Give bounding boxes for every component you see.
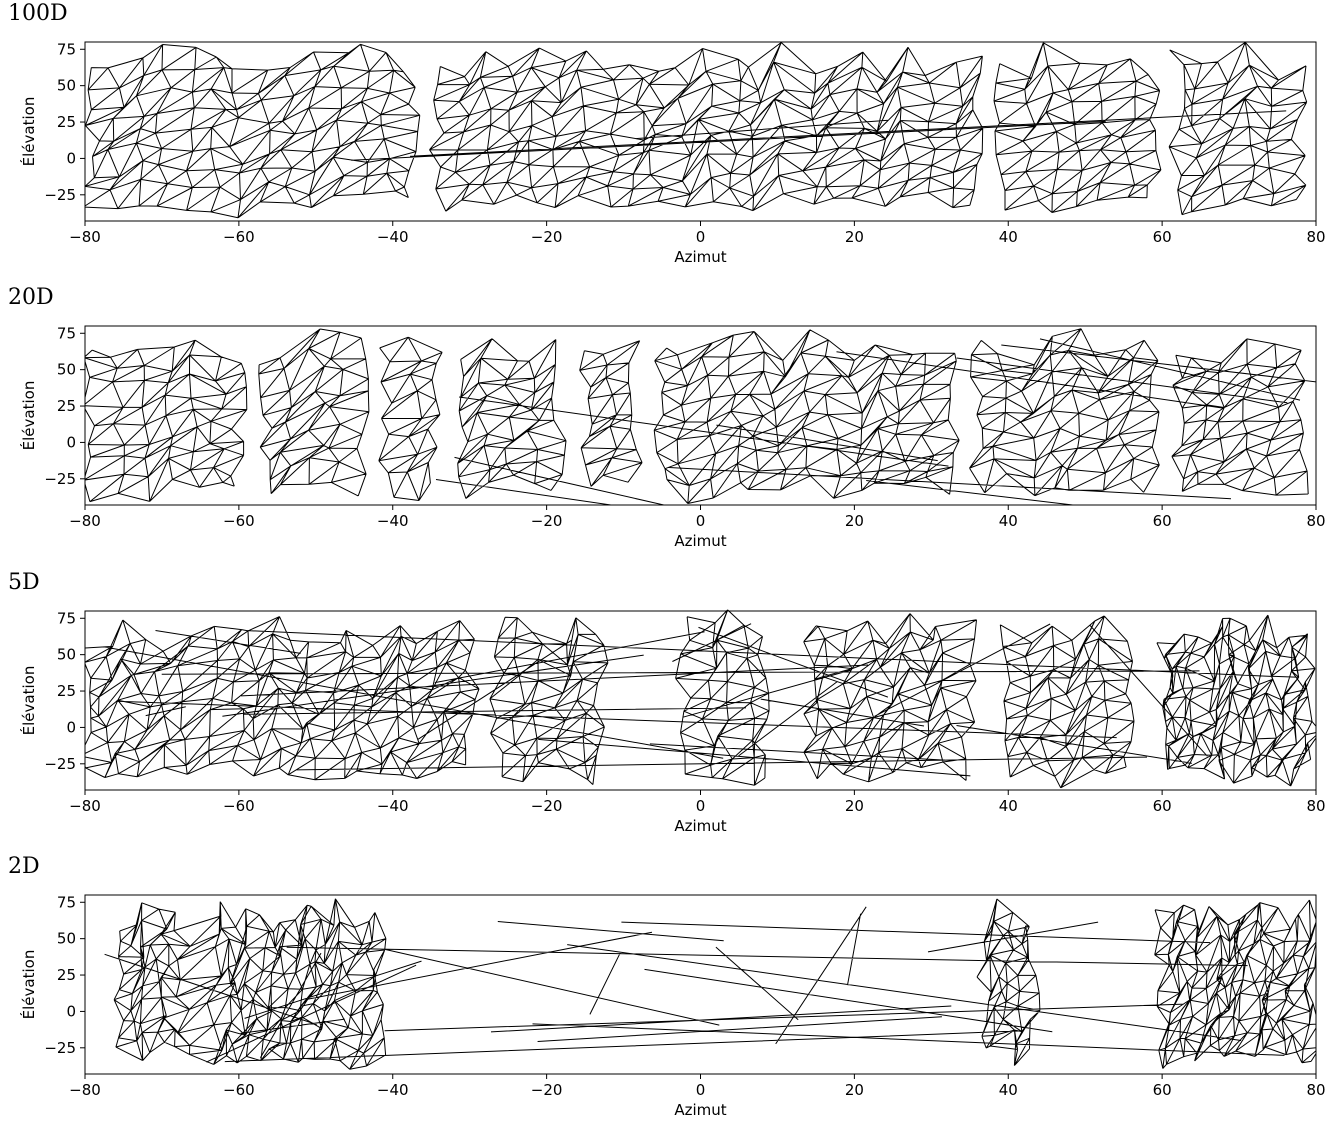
y-tick-label: 50 [57, 77, 76, 95]
x-tick-label: −40 [377, 1081, 409, 1099]
y-tick-label: 50 [57, 361, 76, 379]
y-axis-label: Élévation [19, 950, 38, 1020]
mesh-path [85, 609, 1316, 789]
panel-20d: 20D −80 −60 −40 −20 0 20 40 60 80 −25 0 25 50 75 Azimu… [0, 284, 1340, 566]
y-tick-label: 75 [57, 609, 76, 627]
x-tick-label: 40 [999, 797, 1018, 815]
x-axis-label: Azimut [674, 1101, 726, 1119]
mesh-chart: −80 −60 −40 −20 0 20 40 60 80 −25 0 25 50 75 Azimut Élé… [19, 609, 1326, 835]
y-axis-label: Élévation [19, 97, 38, 167]
mesh-path [85, 41, 1308, 219]
x-tick-label: −20 [531, 1081, 563, 1099]
mesh-lines [85, 41, 1308, 219]
x-tick-label: 60 [1153, 1081, 1172, 1099]
x-tick-label: 20 [845, 228, 864, 246]
panel-5d: 5D −80 −60 −40 −20 0 20 40 60 80 −25 0 25 50 75 Azimut… [0, 569, 1340, 851]
y-axis-label: Élévation [19, 666, 38, 736]
y-tick-label: −25 [44, 1039, 76, 1057]
x-tick-label: −20 [531, 512, 563, 530]
y-tick-label: −25 [44, 470, 76, 488]
mesh-chart: −80 −60 −40 −20 0 20 40 60 80 −25 0 25 50 75 Azimut Élé… [19, 40, 1326, 266]
mesh-path [104, 898, 1316, 1070]
y-tick-label: 75 [57, 893, 76, 911]
x-tick-label: 40 [999, 228, 1018, 246]
y-axis-label: Élévation [19, 381, 38, 451]
x-axis-label: Azimut [674, 532, 726, 550]
x-tick-label: 20 [845, 1081, 864, 1099]
x-tick-label: 80 [1306, 1081, 1325, 1099]
x-tick-label: 0 [696, 797, 706, 815]
panel-label: 100D [8, 1, 68, 26]
y-tick-label: 25 [57, 682, 76, 700]
x-tick-label: −40 [377, 797, 409, 815]
y-tick-label: 75 [57, 40, 76, 58]
y-tick-label: 0 [66, 149, 76, 167]
x-tick-label: −80 [69, 797, 101, 815]
x-tick-label: −60 [223, 228, 255, 246]
x-tick-label: 60 [1153, 512, 1172, 530]
y-tick-label: 0 [66, 433, 76, 451]
x-axis-label: Azimut [674, 248, 726, 266]
y-tick-label: 0 [66, 718, 76, 736]
x-tick-label: −80 [69, 1081, 101, 1099]
panel-2d: 2D −80 −60 −40 −20 0 20 40 60 80 −25 0 25 50 75 Azimut… [0, 853, 1340, 1135]
mesh-lines [104, 898, 1316, 1070]
y-tick-label: 75 [57, 324, 76, 342]
x-tick-label: −40 [377, 512, 409, 530]
x-tick-label: 80 [1306, 512, 1325, 530]
mesh-lines [85, 609, 1316, 789]
panel-label: 2D [8, 854, 40, 879]
x-tick-label: −80 [69, 228, 101, 246]
panel-100d: 100D −80 −60 −40 −20 0 20 40 60 80 −25 0 25 50 75 Azim… [0, 0, 1340, 282]
x-tick-label: −60 [223, 1081, 255, 1099]
x-tick-label: −20 [531, 228, 563, 246]
y-tick-label: 50 [57, 646, 76, 664]
x-tick-label: −60 [223, 512, 255, 530]
x-tick-label: 60 [1153, 797, 1172, 815]
y-tick-label: 25 [57, 113, 76, 131]
y-tick-label: 0 [66, 1002, 76, 1020]
x-tick-label: −40 [377, 228, 409, 246]
mesh-chart: −80 −60 −40 −20 0 20 40 60 80 −25 0 25 50 75 Azimut Élé… [19, 324, 1326, 550]
x-tick-label: 80 [1306, 228, 1325, 246]
x-tick-label: 80 [1306, 797, 1325, 815]
panel-label: 20D [8, 285, 54, 310]
x-tick-label: 60 [1153, 228, 1172, 246]
x-tick-label: 20 [845, 512, 864, 530]
x-tick-label: −80 [69, 512, 101, 530]
x-tick-label: 0 [696, 228, 706, 246]
x-tick-label: 0 [696, 512, 706, 530]
x-axis-label: Azimut [674, 817, 726, 835]
y-tick-label: 25 [57, 966, 76, 984]
mesh-chart: −80 −60 −40 −20 0 20 40 60 80 −25 0 25 50 75 Azimut Élé… [19, 893, 1326, 1119]
mesh-lines [85, 328, 1316, 505]
plot-frame [84, 610, 1317, 791]
x-tick-label: 20 [845, 797, 864, 815]
x-tick-label: 0 [696, 1081, 706, 1099]
y-tick-label: −25 [44, 186, 76, 204]
x-tick-label: 40 [999, 512, 1018, 530]
x-tick-label: 40 [999, 1081, 1018, 1099]
plot-frame [84, 894, 1317, 1075]
y-tick-label: 25 [57, 397, 76, 415]
panel-label: 5D [8, 570, 40, 595]
y-tick-label: 50 [57, 930, 76, 948]
mesh-path [85, 328, 1316, 505]
x-tick-label: −60 [223, 797, 255, 815]
x-tick-label: −20 [531, 797, 563, 815]
y-tick-label: −25 [44, 755, 76, 773]
